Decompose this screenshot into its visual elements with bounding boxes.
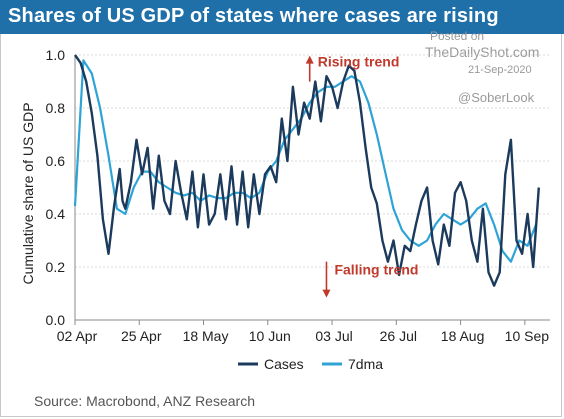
- x-tick-label: 26 Jul: [380, 328, 417, 344]
- chart-title: Shares of US GDP of states where cases a…: [8, 5, 499, 27]
- y-tick-label: 0.4: [46, 206, 66, 222]
- legend-label: Cases: [264, 356, 304, 372]
- watermark-date: 21-Sep-2020: [468, 64, 532, 76]
- x-tick-label: 02 Apr: [57, 328, 98, 344]
- x-tick-label: 18 May: [183, 328, 229, 344]
- x-tick-label: 10 Sep: [505, 328, 550, 344]
- y-tick-label: 0.0: [46, 312, 66, 328]
- x-tick-label: 03 Jul: [315, 328, 352, 344]
- title-bar: Shares of US GDP of states where cases a…: [0, 0, 564, 34]
- watermark-handle: @SoberLook: [458, 90, 535, 105]
- annotation-arrowhead: [322, 289, 331, 298]
- y-tick-label: 0.6: [46, 153, 66, 169]
- annotation-label: Falling trend: [334, 262, 418, 278]
- watermark-posted: Posted on: [430, 29, 485, 43]
- x-tick-label: 18 Aug: [441, 328, 485, 344]
- y-tick-labels: 0.0 0.2 0.4 0.6 0.8 1.0: [46, 47, 66, 328]
- y-tick-label: 1.0: [46, 47, 66, 63]
- source-note: Source: Macrobond, ANZ Research: [34, 393, 255, 409]
- annotation-arrowhead: [305, 55, 314, 64]
- y-tick-label: 0.2: [46, 259, 66, 275]
- x-tick-label: 25 Apr: [121, 328, 162, 344]
- legend: Cases 7dma: [238, 356, 383, 372]
- series-line-cases: [74, 54, 540, 287]
- series-lines: [73, 54, 540, 287]
- annotation-label: Rising trend: [318, 54, 400, 70]
- x-tick-labels: 02 Apr 25 Apr 18 May 10 Jun 03 Jul 26 Jul 18 A…: [57, 320, 549, 344]
- x-tick-label: 10 Jun: [249, 328, 291, 344]
- y-axis-label: Cumulative share of US GDP: [20, 102, 36, 284]
- chart-frame: [0, 34, 562, 417]
- y-tick-label: 0.8: [46, 100, 66, 116]
- legend-label: 7dma: [348, 356, 383, 372]
- annotations: Rising trend Falling trend: [305, 54, 418, 298]
- watermark-site: TheDailyShot.com: [425, 44, 540, 60]
- series-line-7dma: [73, 59, 538, 263]
